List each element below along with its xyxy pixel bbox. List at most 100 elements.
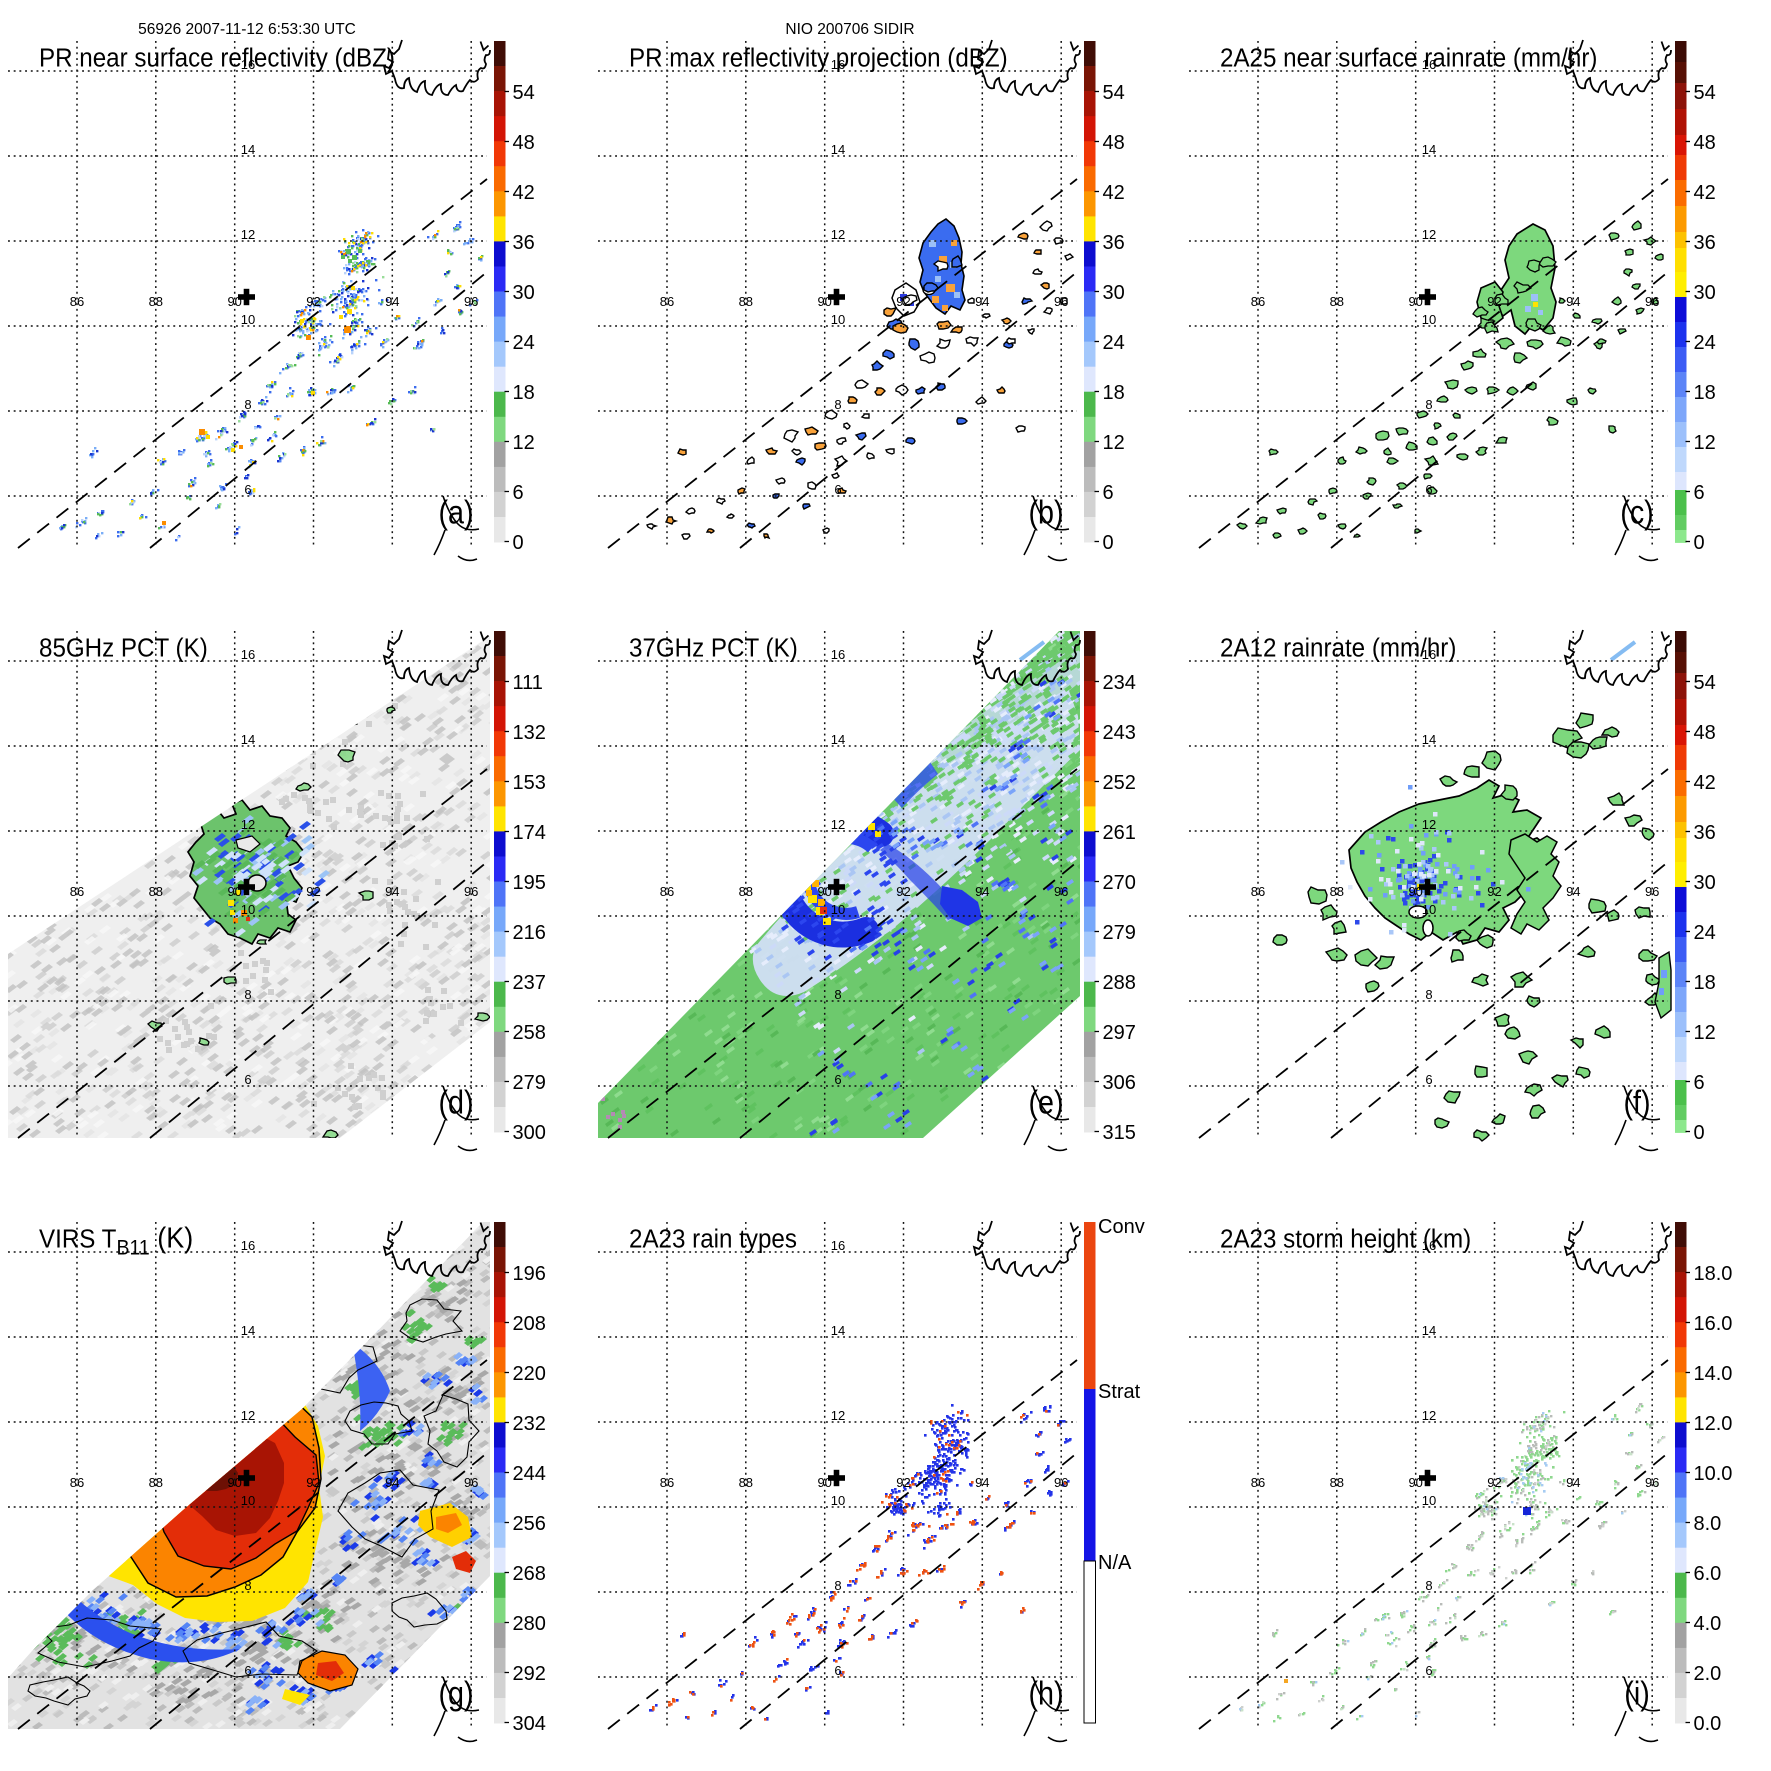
svg-text:10: 10	[1422, 312, 1436, 327]
svg-text:36: 36	[513, 232, 535, 254]
svg-text:14: 14	[1422, 142, 1436, 157]
svg-text:(d): (d)	[438, 1084, 473, 1121]
svg-text:16: 16	[241, 1238, 255, 1253]
svg-text:86: 86	[1251, 294, 1265, 309]
svg-text:12: 12	[513, 432, 535, 454]
svg-text:12: 12	[1103, 432, 1125, 454]
svg-text:36: 36	[1103, 232, 1125, 254]
svg-text:2A23 storm height (km): 2A23 storm height (km)	[1220, 1225, 1471, 1254]
svg-text:0: 0	[1694, 532, 1705, 554]
svg-text:18: 18	[1694, 382, 1716, 404]
svg-text:12: 12	[1422, 817, 1436, 832]
svg-text:96: 96	[464, 294, 478, 309]
svg-text:12.0: 12.0	[1694, 1413, 1733, 1435]
svg-text:86: 86	[70, 294, 84, 309]
svg-text:14: 14	[1422, 732, 1436, 747]
svg-text:4.0: 4.0	[1694, 1613, 1722, 1635]
svg-text:288: 288	[1103, 972, 1136, 994]
svg-text:88: 88	[1330, 294, 1344, 309]
svg-text:0: 0	[1103, 532, 1114, 554]
svg-text:6: 6	[1694, 482, 1705, 504]
svg-text:90: 90	[1408, 294, 1422, 309]
svg-text:315: 315	[1103, 1122, 1136, 1144]
svg-text:18.0: 18.0	[1694, 1263, 1733, 1285]
svg-text:94: 94	[385, 1475, 399, 1490]
svg-text:37GHz PCT (K): 37GHz PCT (K)	[629, 634, 798, 663]
svg-text:153: 153	[513, 772, 546, 794]
svg-text:234: 234	[1103, 672, 1136, 694]
svg-text:VIRS TB11 (K): VIRS TB11 (K)	[39, 1222, 193, 1260]
svg-text:16: 16	[831, 1238, 845, 1253]
svg-text:88: 88	[1330, 1475, 1344, 1490]
svg-text:6.0: 6.0	[1694, 1563, 1722, 1585]
svg-text:195: 195	[513, 872, 546, 894]
svg-text:(a): (a)	[438, 494, 473, 531]
svg-text:10: 10	[831, 902, 845, 917]
svg-text:6: 6	[1694, 1072, 1705, 1094]
svg-text:6: 6	[244, 1072, 251, 1087]
svg-text:6: 6	[513, 482, 524, 504]
svg-text:14: 14	[1422, 1323, 1436, 1338]
svg-text:10: 10	[241, 312, 255, 327]
svg-text:258: 258	[513, 1022, 546, 1044]
svg-text:16: 16	[241, 57, 255, 72]
svg-text:14: 14	[241, 142, 255, 157]
svg-text:18: 18	[513, 382, 535, 404]
svg-text:12: 12	[831, 817, 845, 832]
svg-text:14: 14	[241, 1323, 255, 1338]
svg-text:16: 16	[1422, 57, 1436, 72]
svg-text:8: 8	[834, 397, 841, 412]
svg-text:12: 12	[831, 227, 845, 242]
svg-text:88: 88	[739, 294, 753, 309]
svg-text:8: 8	[1425, 1578, 1432, 1593]
svg-text:90: 90	[227, 294, 241, 309]
svg-text:96: 96	[1054, 1475, 1068, 1490]
svg-text:94: 94	[385, 884, 399, 899]
svg-text:48: 48	[513, 132, 535, 154]
svg-text:261: 261	[1103, 822, 1136, 844]
svg-text:16: 16	[831, 647, 845, 662]
svg-text:86: 86	[660, 884, 674, 899]
svg-text:6: 6	[1103, 482, 1114, 504]
svg-text:48: 48	[1694, 722, 1716, 744]
svg-text:42: 42	[1694, 772, 1716, 794]
svg-text:270: 270	[1103, 872, 1136, 894]
svg-text:12: 12	[241, 227, 255, 242]
svg-text:279: 279	[1103, 922, 1136, 944]
svg-text:85GHz PCT (K): 85GHz PCT (K)	[39, 634, 208, 663]
svg-text:10: 10	[1422, 1493, 1436, 1508]
svg-text:304: 304	[513, 1713, 546, 1735]
svg-text:94: 94	[1566, 884, 1580, 899]
svg-text:54: 54	[1103, 82, 1125, 104]
svg-text:237: 237	[513, 972, 546, 994]
svg-text:36: 36	[1694, 822, 1716, 844]
svg-text:16: 16	[831, 57, 845, 72]
svg-text:94: 94	[385, 294, 399, 309]
svg-text:12: 12	[241, 1408, 255, 1423]
svg-text:92: 92	[896, 884, 910, 899]
svg-text:6: 6	[244, 1663, 251, 1678]
svg-text:280: 280	[513, 1613, 546, 1635]
svg-text:90: 90	[227, 1475, 241, 1490]
svg-text:92: 92	[1487, 884, 1501, 899]
svg-text:92: 92	[1487, 1475, 1501, 1490]
svg-text:10: 10	[241, 902, 255, 917]
svg-text:14: 14	[831, 142, 845, 157]
svg-text:12: 12	[241, 817, 255, 832]
svg-text:16.0: 16.0	[1694, 1313, 1733, 1335]
svg-text:10: 10	[831, 1493, 845, 1508]
svg-text:24: 24	[1694, 332, 1716, 354]
svg-text:8: 8	[834, 987, 841, 1002]
svg-text:92: 92	[1487, 294, 1501, 309]
svg-text:94: 94	[1566, 294, 1580, 309]
svg-text:14: 14	[241, 732, 255, 747]
svg-text:PR max reflectivity projection: PR max reflectivity projection (dBZ)	[629, 44, 1008, 73]
svg-text:54: 54	[1694, 82, 1716, 104]
svg-text:6: 6	[834, 1663, 841, 1678]
svg-text:(i): (i)	[1624, 1675, 1649, 1712]
svg-text:54: 54	[513, 82, 535, 104]
svg-text:2.0: 2.0	[1694, 1663, 1722, 1685]
svg-text:0: 0	[1694, 1122, 1705, 1144]
svg-text:268: 268	[513, 1563, 546, 1585]
svg-text:42: 42	[513, 182, 535, 204]
